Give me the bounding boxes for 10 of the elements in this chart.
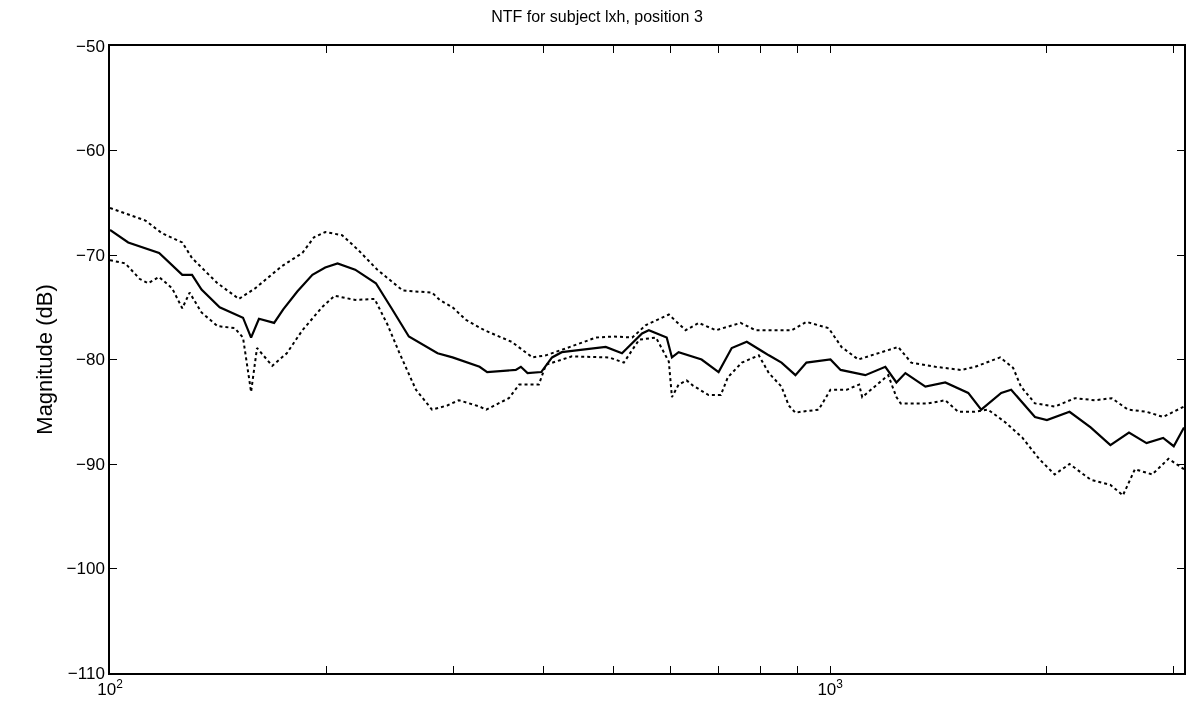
y-tick-label: −60 — [76, 141, 105, 161]
y-tick-label: −100 — [66, 559, 105, 579]
y-axis-title: Magnitude (dB) — [31, 284, 57, 435]
y-tick-label: −70 — [76, 245, 105, 265]
x-tick-label: 10$^{3}$ — [817, 677, 844, 700]
y-tick-label: −110 — [67, 663, 105, 683]
chart-title: NTF for subject lxh, position 3 — [491, 7, 703, 25]
y-tick-label: −50 — [76, 36, 105, 56]
y-tick-label: −90 — [76, 454, 105, 474]
y-tick-label: −80 — [76, 350, 105, 370]
